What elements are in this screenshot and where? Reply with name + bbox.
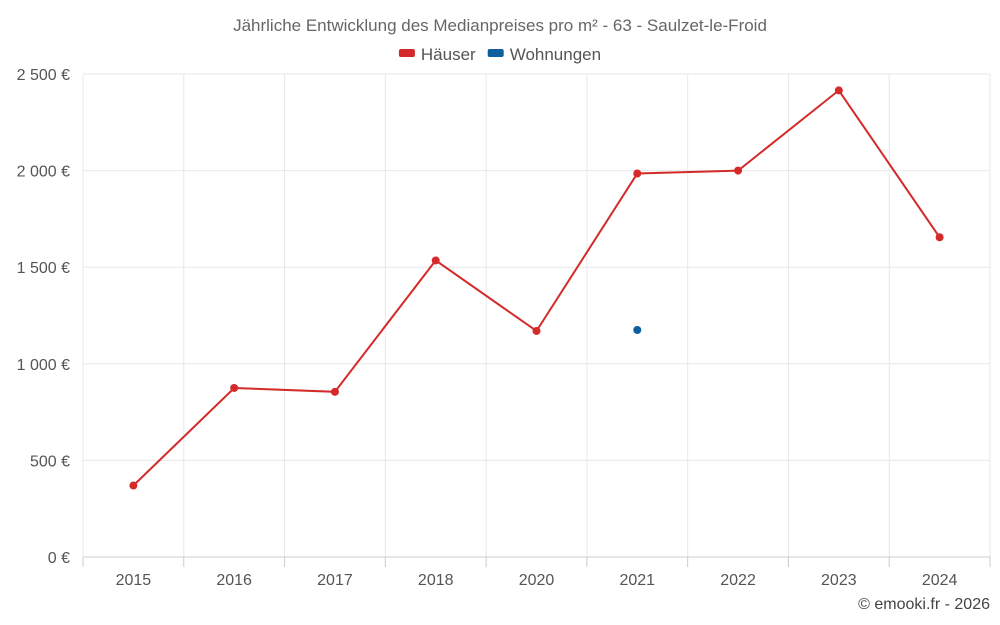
y-grid (83, 73, 990, 558)
data-point-h-user (532, 326, 541, 335)
data-point-h-user (935, 233, 944, 242)
data-point-h-user (129, 481, 138, 490)
legend-item-wohnungen: Wohnungen (487, 45, 601, 64)
x-tick-label: 2016 (216, 572, 252, 589)
y-axis: 0 € 500 € 1 000 € 1 500 € 2 000 € 2 500 € (17, 67, 70, 567)
legend: Häuser Wohnungen (398, 45, 601, 64)
x-tick-label: 2017 (317, 572, 353, 589)
plot-area (129, 86, 944, 490)
x-tick-label: 2020 (519, 572, 555, 589)
chart-title: Jährliche Entwicklung des Medianpreises … (233, 16, 767, 35)
data-point-h-user (431, 256, 440, 265)
y-tick-label: 1 500 € (17, 260, 70, 277)
y-tick-label: 500 € (30, 453, 70, 470)
y-tick-label: 1 000 € (17, 357, 70, 374)
x-tick-label: 2018 (418, 572, 454, 589)
x-tick-label: 2022 (720, 572, 756, 589)
legend-label-h-user: Häuser (421, 45, 476, 64)
credit-text: © emooki.fr - 2026 (858, 596, 990, 613)
data-point-h-user (734, 166, 743, 175)
x-tick-label: 2015 (116, 572, 152, 589)
legend-swatch-wohnungen (487, 49, 504, 57)
y-tick-label: 2 500 € (17, 67, 70, 84)
series-line-h-user (132, 88, 941, 487)
legend-swatch-h-user (398, 49, 415, 57)
data-point-h-user (230, 383, 239, 392)
legend-label-wohnungen: Wohnungen (510, 45, 601, 64)
y-tick-label: 0 € (48, 550, 70, 567)
data-point-h-user (834, 86, 843, 95)
data-point-h-user (633, 169, 642, 178)
data-point-h-user (330, 387, 339, 396)
data-point-wohnungen (633, 325, 642, 334)
x-tick-label: 2021 (619, 572, 655, 589)
legend-item-h-user: Häuser (398, 45, 476, 64)
x-tick-label: 2023 (821, 572, 857, 589)
x-grid (82, 74, 991, 557)
y-tick-label: 2 000 € (17, 164, 70, 181)
x-axis: 2015 2016 2017 2018 2020 2021 2022 2023 2024 (82, 556, 991, 589)
x-tick-label: 2024 (922, 572, 958, 589)
